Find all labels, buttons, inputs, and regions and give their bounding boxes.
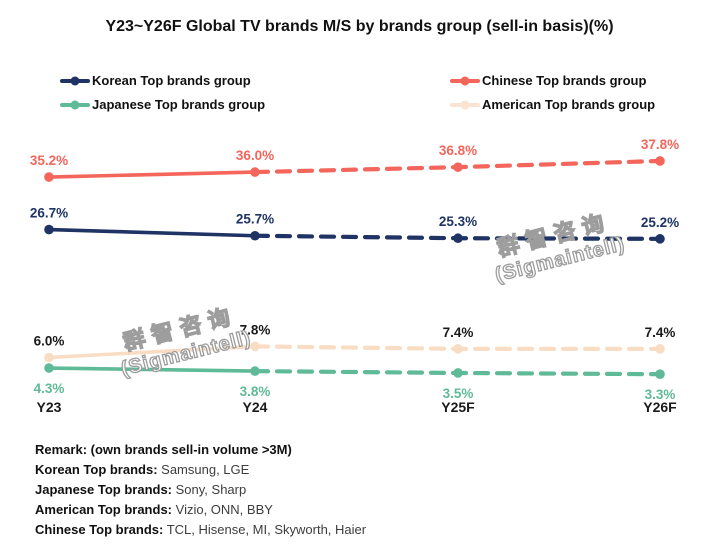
legend-item-korean: Korean Top brands group bbox=[60, 72, 450, 89]
svg-text:7.4%: 7.4% bbox=[645, 325, 676, 340]
legend-label-korean: Korean Top brands group bbox=[92, 73, 251, 88]
svg-text:26.7%: 26.7% bbox=[30, 206, 68, 221]
svg-text:3.5%: 3.5% bbox=[443, 386, 474, 401]
legend-item-chinese: Chinese Top brands group bbox=[450, 72, 655, 89]
svg-text:4.3%: 4.3% bbox=[34, 381, 65, 396]
legend-item-american: American Top brands group bbox=[450, 96, 655, 113]
legend-label-chinese: Chinese Top brands group bbox=[482, 73, 647, 88]
remark-line-chinese: Chinese Top brands: TCL, Hisense, MI, Sk… bbox=[35, 522, 367, 537]
svg-text:37.8%: 37.8% bbox=[641, 137, 679, 152]
legend-item-japanese: Japanese Top brands group bbox=[60, 96, 450, 113]
remark-line-korean: Korean Top brands: Samsung, LGE bbox=[35, 462, 250, 477]
svg-text:25.2%: 25.2% bbox=[641, 215, 679, 230]
svg-text:7.8%: 7.8% bbox=[240, 322, 271, 337]
remark-line-japanese: Japanese Top brands: Sony, Sharp bbox=[35, 482, 247, 497]
svg-text:Y26F: Y26F bbox=[643, 399, 677, 415]
korean-line-marker-icon bbox=[60, 76, 90, 85]
remarks-block: Remark: (own brands sell-in volume >3M) … bbox=[35, 440, 366, 540]
svg-text:6.0%: 6.0% bbox=[34, 334, 65, 349]
svg-text:3.8%: 3.8% bbox=[240, 384, 271, 399]
svg-text:25.7%: 25.7% bbox=[236, 212, 274, 227]
svg-text:7.4%: 7.4% bbox=[443, 325, 474, 340]
svg-text:Y23: Y23 bbox=[37, 399, 62, 415]
svg-text:Y25F: Y25F bbox=[441, 399, 475, 415]
american-line-marker-icon bbox=[450, 100, 480, 109]
svg-text:3.3%: 3.3% bbox=[645, 387, 676, 402]
chart-legend: Korean Top brands group Chinese Top bran… bbox=[60, 72, 655, 113]
remark-title: Remark: (own brands sell-in volume >3M) bbox=[35, 442, 292, 457]
remark-line-american: American Top brands: Vizio, ONN, BBY bbox=[35, 502, 273, 517]
chart-title: Y23~Y26F Global TV brands M/S by brands … bbox=[105, 18, 614, 35]
legend-label-japanese: Japanese Top brands group bbox=[92, 97, 266, 112]
svg-text:35.2%: 35.2% bbox=[30, 153, 68, 168]
japanese-line-marker-icon bbox=[60, 100, 90, 109]
svg-text:36.8%: 36.8% bbox=[439, 143, 477, 158]
svg-text:36.0%: 36.0% bbox=[236, 148, 274, 163]
legend-label-american: American Top brands group bbox=[482, 97, 656, 112]
svg-text:Y24: Y24 bbox=[243, 399, 268, 415]
chinese-line-marker-icon bbox=[450, 76, 480, 85]
svg-text:25.3%: 25.3% bbox=[439, 214, 477, 229]
